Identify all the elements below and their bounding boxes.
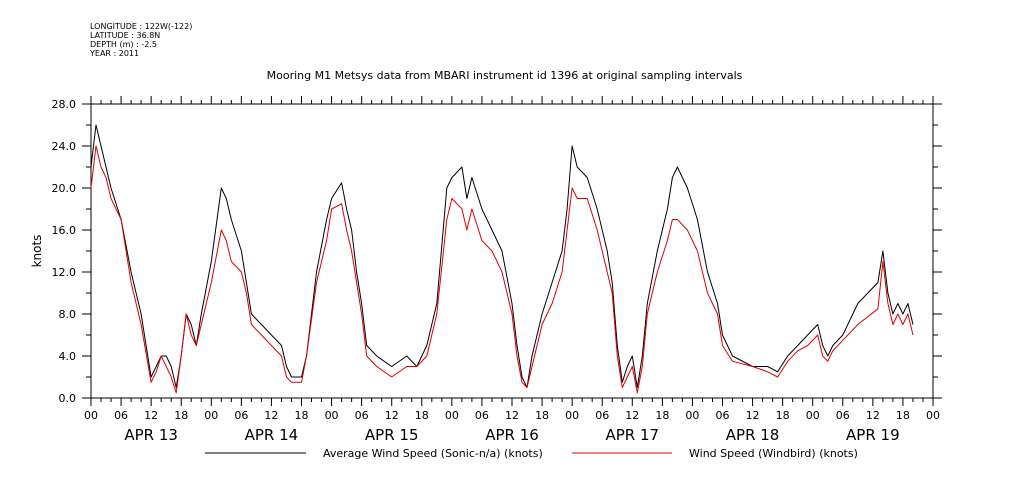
longitude-label: LONGITUDE : 122W(-122) [90, 22, 193, 31]
depth-label: DEPTH (m) : -2.5 [90, 40, 157, 49]
x-tick-label: 12 [625, 409, 639, 422]
y-tick-label: 8.0 [59, 308, 77, 321]
x-tick-label: 06 [234, 409, 248, 422]
legend-label-windbird: Wind Speed (Windbird) (knots) [689, 447, 858, 460]
x-tick-label: 18 [776, 409, 790, 422]
x-tick-label: 00 [806, 409, 820, 422]
day-label: APR 14 [245, 426, 299, 444]
day-label: APR 16 [485, 426, 539, 444]
day-label: APR 15 [365, 426, 419, 444]
x-tick-label: 00 [685, 409, 699, 422]
x-tick-label: 00 [84, 409, 98, 422]
x-tick-label: 06 [114, 409, 128, 422]
y-tick-label: 12.0 [52, 266, 77, 279]
y-tick-label: 28.0 [52, 98, 77, 111]
x-tick-label: 18 [415, 409, 429, 422]
x-tick-label: 06 [716, 409, 730, 422]
x-tick-label: 06 [836, 409, 850, 422]
y-tick-label: 4.0 [59, 350, 77, 363]
day-labels: APR 13 APR 14 APR 15 APR 16 APR 17 APR 18 APR … [124, 426, 899, 444]
x-tick-label: 00 [445, 409, 459, 422]
x-tick-label: 00 [926, 409, 940, 422]
x-tick-label: 12 [264, 409, 278, 422]
x-tick-label: 18 [535, 409, 549, 422]
y-tick-label: 0.0 [59, 392, 77, 405]
day-label: APR 13 [124, 426, 178, 444]
chart-title: Mooring M1 Metsys data from MBARI instru… [266, 69, 743, 82]
x-tick-label: 06 [475, 409, 489, 422]
x-tick-label: 12 [144, 409, 158, 422]
x-tick-label: 18 [174, 409, 188, 422]
y-axis-label: knots [30, 235, 44, 268]
x-tick-label: 06 [595, 409, 609, 422]
x-tick-label: 06 [355, 409, 369, 422]
y-tick-label: 24.0 [52, 140, 77, 153]
axis-ticks [82, 96, 942, 406]
x-tick-labels: 00 06 12 18 00 06 12 18 00 06 12 18 00 06 12 18 00 06 12 18… [84, 409, 940, 422]
x-tick-label: 12 [505, 409, 519, 422]
x-tick-label: 18 [896, 409, 910, 422]
x-tick-label: 18 [655, 409, 669, 422]
x-tick-label: 00 [565, 409, 579, 422]
day-label: APR 19 [846, 426, 900, 444]
day-label: APR 18 [726, 426, 780, 444]
y-tick-label: 16.0 [52, 224, 77, 237]
legend-label-average: Average Wind Speed (Sonic-n/a) (knots) [323, 447, 543, 460]
day-label: APR 17 [605, 426, 659, 444]
series-line-windbird-wind-speed [90, 145, 914, 394]
x-tick-label: 12 [746, 409, 760, 422]
latitude-label: LATITUDE : 36.8N [90, 31, 161, 40]
x-tick-label: 18 [295, 409, 309, 422]
x-tick-label: 00 [204, 409, 218, 422]
y-tick-label: 20.0 [52, 182, 77, 195]
x-tick-label: 12 [866, 409, 880, 422]
series-line-average-wind-speed [90, 124, 914, 388]
x-tick-label: 12 [385, 409, 399, 422]
series-lines [90, 124, 914, 394]
x-tick-label: 00 [325, 409, 339, 422]
y-tick-labels: 0.0 4.0 8.0 12.0 16.0 20.0 24.0 28.0 [52, 98, 77, 405]
year-label: YEAR : 2011 [90, 49, 140, 58]
